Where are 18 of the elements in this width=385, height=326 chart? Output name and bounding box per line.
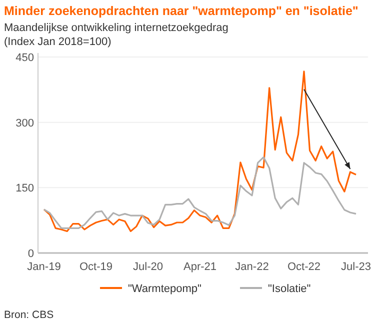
y-tick-label: 300	[16, 117, 34, 130]
chart-title: Minder zoekenopdrachten naar "warmtepomp" en "isolatie"	[4, 4, 358, 18]
legend-label: "Isolatie"	[268, 283, 311, 295]
x-tick-label: Jul-20	[133, 261, 163, 273]
x-tick-label: Oct-19	[79, 261, 113, 273]
legend-label: "Warmtepomp"	[128, 283, 202, 295]
y-tick-label: 450	[16, 52, 34, 64]
y-tick-label: 150	[16, 182, 34, 195]
x-tick-label: Jul-23	[341, 261, 371, 273]
line-series	[43, 156, 357, 229]
x-tick-label: Apr-21	[183, 261, 217, 273]
text: Bron: CBS	[4, 309, 54, 321]
x-tick-label: Jan-19	[27, 261, 61, 273]
line-series	[43, 70, 357, 232]
x-tick-label: Oct-22	[287, 261, 321, 273]
chart-subtitle: Maandelijkse ontwikkeling internetzoekgedrag (Index Jan 2018=100)	[4, 22, 228, 48]
x-tick-label: Jan-22	[235, 261, 269, 273]
y-tick-label: 0	[28, 248, 34, 260]
